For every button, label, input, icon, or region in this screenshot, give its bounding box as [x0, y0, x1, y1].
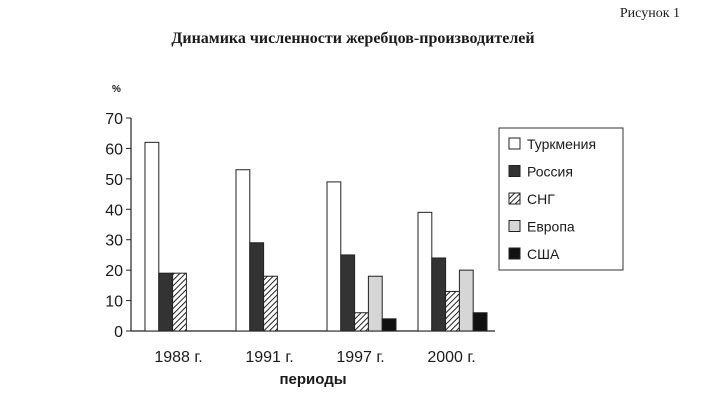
bar-0-2 — [172, 272, 187, 332]
bar-1-1 — [249, 242, 265, 332]
y-tick-label: 20 — [105, 263, 123, 280]
legend-swatch — [508, 137, 521, 150]
y-tick-label: 10 — [105, 294, 123, 311]
y-ticks: 0 10 20 30 40 50 60 70 — [105, 111, 131, 341]
legend-swatch — [508, 192, 521, 205]
y-tick-label: 40 — [105, 202, 123, 219]
legend-label: Европа — [527, 219, 575, 235]
legend-swatch — [508, 220, 521, 232]
y-tick-label: 30 — [105, 233, 123, 250]
legend-swatch — [508, 165, 521, 177]
y-tick-label: 50 — [105, 172, 123, 189]
x-category-label: 2000 г. — [427, 349, 475, 366]
bar-1-2 — [263, 275, 278, 332]
bar-2-2 — [354, 312, 369, 332]
legend-label: США — [527, 246, 560, 262]
bar-1-0 — [235, 169, 251, 332]
x-category-label: 1991 г. — [245, 349, 293, 366]
bar-0-1 — [158, 272, 174, 332]
bar-3-0 — [417, 211, 433, 332]
legend: Туркмения Россия СНГ Европа США — [498, 127, 624, 271]
y-tick-label: 0 — [114, 324, 123, 341]
legend-label: Россия — [527, 164, 573, 180]
bar-3-3 — [458, 269, 474, 332]
bar-2-1 — [340, 254, 356, 332]
bar-2-0 — [326, 181, 342, 332]
category-labels: 1988 г. 1991 г. 1997 г. 2000 г. — [154, 349, 475, 366]
legend-label: СНГ — [527, 191, 555, 207]
figure-label: Рисунок 1 — [619, 6, 680, 21]
legend-swatch — [508, 247, 521, 260]
x-category-label: 1988 г. — [154, 349, 202, 366]
bar-3-1 — [431, 257, 447, 332]
bar-2-3 — [367, 275, 383, 332]
y-tick-label: 70 — [105, 111, 123, 128]
bar-3-2 — [445, 290, 460, 332]
bar-0-0 — [144, 141, 160, 332]
legend-label: Туркмения — [527, 136, 596, 152]
x-category-label: 1997 г. — [336, 349, 384, 366]
chart-title: Динамика численности жеребцов-производит… — [171, 30, 535, 47]
bar-2-4 — [381, 318, 397, 332]
x-axis-label: периоды — [279, 371, 346, 388]
y-tick-label: 60 — [105, 141, 123, 158]
bar-3-4 — [472, 312, 488, 332]
y-unit-label: % — [112, 84, 121, 95]
bars — [144, 141, 488, 332]
